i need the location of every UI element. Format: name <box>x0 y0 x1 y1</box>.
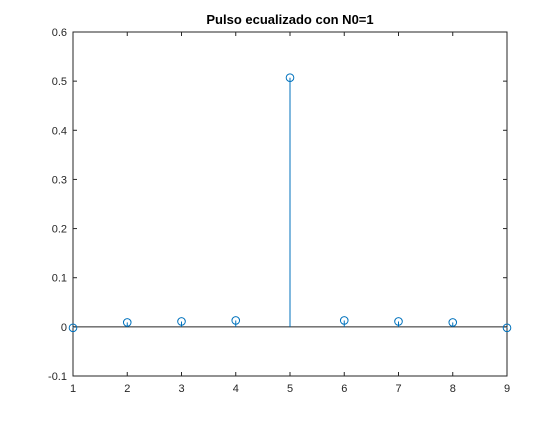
stem-marker <box>68 323 78 333</box>
y-tick-label: -0.1 <box>48 371 67 383</box>
x-tick-label: 2 <box>124 383 130 395</box>
y-tick-label: 0.5 <box>52 76 67 88</box>
stem-series <box>68 73 512 333</box>
stem-marker <box>339 316 349 325</box>
x-tick-label: 3 <box>178 383 184 395</box>
x-tick-label: 7 <box>395 383 401 395</box>
stem-marker <box>177 317 186 326</box>
stem-marker <box>122 318 132 327</box>
x-tick-label: 1 <box>70 383 76 395</box>
tick-labels: 1 2 3 4 5 6 7 8 9 -0.1 0 0.1 0.2 0.3 0.4 0.5 0.6 <box>48 27 510 395</box>
y-tick-label: 0.3 <box>52 174 67 186</box>
x-tick-label: 9 <box>504 383 510 395</box>
y-tick-label: 0.6 <box>52 27 67 39</box>
stem-marker <box>231 316 241 325</box>
stem-marker <box>394 317 403 326</box>
y-tick-label: 0.2 <box>52 224 67 236</box>
y-tick-label: 0.1 <box>52 273 67 285</box>
axis-ticks <box>72 31 508 377</box>
stem-marker <box>502 323 512 333</box>
x-tick-label: 4 <box>233 383 239 395</box>
x-tick-label: 6 <box>341 383 347 395</box>
x-tick-label: 5 <box>287 383 293 395</box>
y-tick-label: 0 <box>61 322 67 334</box>
stem-marker <box>285 73 295 83</box>
x-tick-label: 8 <box>450 383 456 395</box>
chart-title: Pulso ecualizado con N0=1 <box>206 12 373 27</box>
y-tick-label: 0.4 <box>52 125 67 137</box>
stem-marker <box>448 318 458 327</box>
